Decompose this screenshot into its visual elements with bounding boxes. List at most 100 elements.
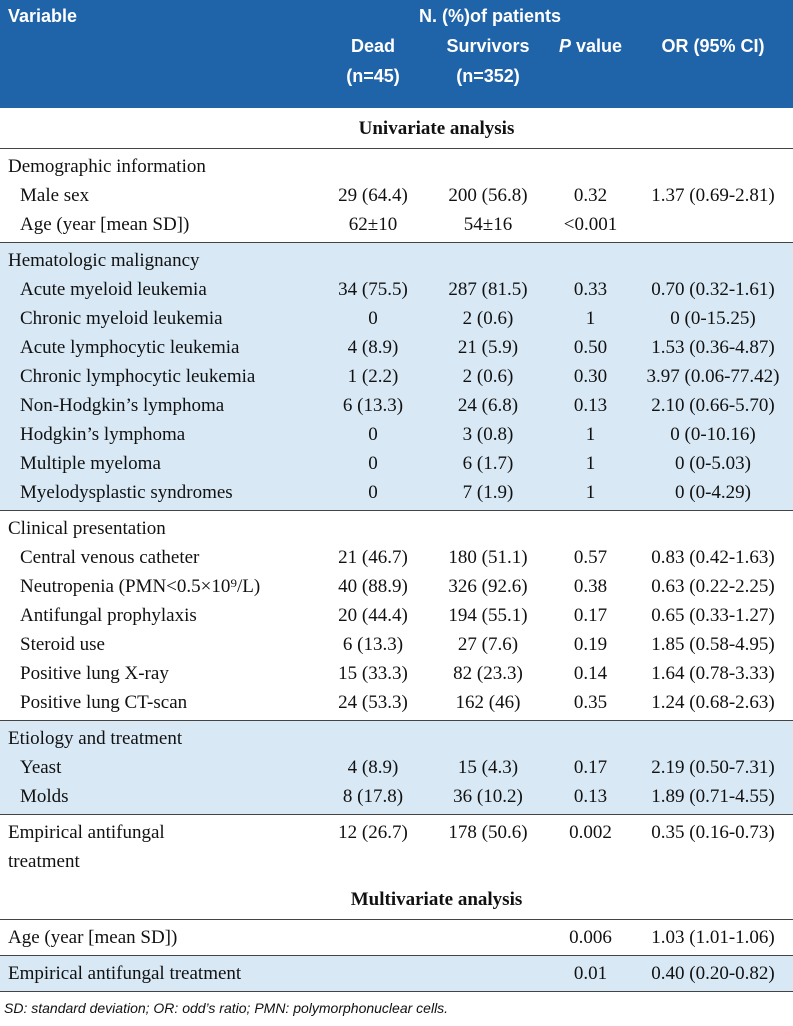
cell: 0 (0-15.25) xyxy=(670,308,756,329)
footnote: SD: standard deviation; OR: odd’s ratio;… xyxy=(0,991,793,1016)
cell: 24 (6.8) xyxy=(457,395,519,416)
cell: 0.33 xyxy=(573,279,608,300)
table-row: Acute lymphocytic leukemia 4 (8.9) 21 (5.9… xyxy=(0,333,793,362)
cell: 15 (33.3) xyxy=(338,663,408,684)
cell: 1.03 (1.01-1.06) xyxy=(651,927,775,948)
row-label: Molds xyxy=(20,786,69,807)
cell: 40 (88.9) xyxy=(338,576,408,597)
column-header: Survivors xyxy=(446,36,530,56)
cell: 3 (0.8) xyxy=(462,424,514,445)
cell: 6 (13.3) xyxy=(342,395,404,416)
cell: 2.10 (0.66-5.70) xyxy=(651,395,775,416)
cell: 3.97 (0.06-77.42) xyxy=(646,366,780,387)
row-label: Positive lung CT-scan xyxy=(20,692,188,713)
row-group: Age (year [mean SD]) 0.006 1.03 (1.01-1.06… xyxy=(0,919,793,955)
cell: 1.85 (0.58-4.95) xyxy=(651,634,775,655)
cell: 24 (53.3) xyxy=(338,692,408,713)
cell: 0.002 xyxy=(569,822,612,843)
cell: 0 (0-10.16) xyxy=(670,424,756,445)
cell: 15 (4.3) xyxy=(457,757,519,778)
row-group: Demographic information Male sex 29 (64.4)… xyxy=(0,148,793,242)
row-label: Acute lymphocytic leukemia xyxy=(20,337,240,358)
cell: 6 (13.3) xyxy=(342,634,404,655)
cell: 0 xyxy=(368,482,378,503)
cell: 0.32 xyxy=(573,185,608,206)
row-label: Positive lung X-ray xyxy=(20,663,169,684)
row-group: Clinical presentation Central venous cath… xyxy=(0,510,793,720)
row-label: Acute myeloid leukemia xyxy=(20,279,207,300)
cell xyxy=(633,210,793,239)
cell: 194 (55.1) xyxy=(448,605,528,626)
group-header: N. (%)of patients xyxy=(419,6,561,26)
group-title: Clinical presentation xyxy=(8,518,166,539)
table-row: Steroid use 6 (13.3) 27 (7.6) 0.19 1.85 (0.5… xyxy=(0,630,793,659)
row-label: Non-Hodgkin’s lymphoma xyxy=(20,395,225,416)
cell: 1 xyxy=(585,482,596,503)
row-label: Empirical antifungal treatment xyxy=(8,822,165,872)
table-body: Univariate analysis Demographic informati… xyxy=(0,108,793,991)
cell xyxy=(318,923,428,952)
cell: 1 xyxy=(585,308,596,329)
cell: 0.35 xyxy=(573,692,608,713)
column-subheader: (n=45) xyxy=(346,66,400,86)
cell: 12 (26.7) xyxy=(338,822,408,843)
column-header-italic: P xyxy=(558,36,571,56)
row-label: Central venous catheter xyxy=(20,547,200,568)
row-label: Myelodysplastic syndromes xyxy=(20,482,233,503)
cell: 1.89 (0.71-4.55) xyxy=(651,786,775,807)
group-title: Demographic information xyxy=(8,156,206,177)
section-title: Univariate analysis xyxy=(358,118,515,139)
cell: 0.17 xyxy=(573,757,608,778)
column-header: P value xyxy=(548,36,633,57)
cell: 27 (7.6) xyxy=(457,634,519,655)
row-label: Yeast xyxy=(20,757,62,778)
cell xyxy=(318,959,428,988)
cell: 62±10 xyxy=(348,214,398,235)
cell: 1.53 (0.36-4.87) xyxy=(651,337,775,358)
cell: 0.006 xyxy=(569,927,612,948)
cell: 4 (8.9) xyxy=(347,337,399,358)
row-label: Antifungal prophylaxis xyxy=(20,605,197,626)
cell: 326 (92.6) xyxy=(448,576,528,597)
table-row: Positive lung X-ray 15 (33.3) 82 (23.3) 0.1… xyxy=(0,659,793,688)
cell: 0 xyxy=(368,424,378,445)
cell: 7 (1.9) xyxy=(462,482,514,503)
table-row: Central venous catheter 21 (46.7) 180 (51.… xyxy=(0,543,793,572)
table-row: Chronic lymphocytic leukemia 1 (2.2) 2 (0.… xyxy=(0,362,793,391)
row-label: Empirical antifungal treatment xyxy=(8,963,242,984)
table-row: Multiple myeloma 0 6 (1.7) 1 0 (0-5.03) xyxy=(0,449,793,478)
row-group: Empirical antifungal treatment 12 (26.7) 1… xyxy=(0,814,793,879)
table-row: Molds 8 (17.8) 36 (10.2) 0.13 1.89 (0.71-4.5… xyxy=(0,782,793,811)
cell: 0.50 xyxy=(573,337,608,358)
cell: 0.35 (0.16-0.73) xyxy=(651,822,775,843)
cell: 287 (81.5) xyxy=(448,279,528,300)
cell: 0.30 xyxy=(573,366,608,387)
row-label: Male sex xyxy=(20,185,90,206)
variable-header: Variable xyxy=(8,6,78,26)
cell: 0.38 xyxy=(573,576,608,597)
cell: 8 (17.8) xyxy=(342,786,404,807)
cell: 162 (46) xyxy=(455,692,521,713)
row-group: Hematologic malignancy Acute myeloid leuk… xyxy=(0,242,793,510)
cell: 1.37 (0.69-2.81) xyxy=(651,185,775,206)
table-row: Empirical antifungal treatment 0.01 0.40 (… xyxy=(0,959,793,988)
row-label: Age (year [mean SD]) xyxy=(8,927,178,948)
row-label: Steroid use xyxy=(20,634,105,655)
cell: 180 (51.1) xyxy=(448,547,528,568)
cell: 0.14 xyxy=(573,663,608,684)
group-title: Hematologic malignancy xyxy=(8,250,200,271)
cell: 0.13 xyxy=(573,786,608,807)
cell: 178 (50.6) xyxy=(448,822,528,843)
cell: 4 (8.9) xyxy=(347,757,399,778)
group-title: Etiology and treatment xyxy=(8,728,183,749)
cell: 0.83 (0.42-1.63) xyxy=(651,547,775,568)
cell: 21 (5.9) xyxy=(457,337,519,358)
cell: 2 (0.6) xyxy=(462,308,514,329)
cell: 2.19 (0.50-7.31) xyxy=(651,757,775,778)
cell: 0.65 (0.33-1.27) xyxy=(651,605,775,626)
cell: 0.63 (0.22-2.25) xyxy=(651,576,775,597)
cell: 0.70 (0.32-1.61) xyxy=(651,279,775,300)
table-row: Neutropenia (PMN<0.5×10⁹/L) 40 (88.9) 326 … xyxy=(0,572,793,601)
table-row: Antifungal prophylaxis 20 (44.4) 194 (55.1… xyxy=(0,601,793,630)
row-label: Hodgkin’s lymphoma xyxy=(20,424,186,445)
